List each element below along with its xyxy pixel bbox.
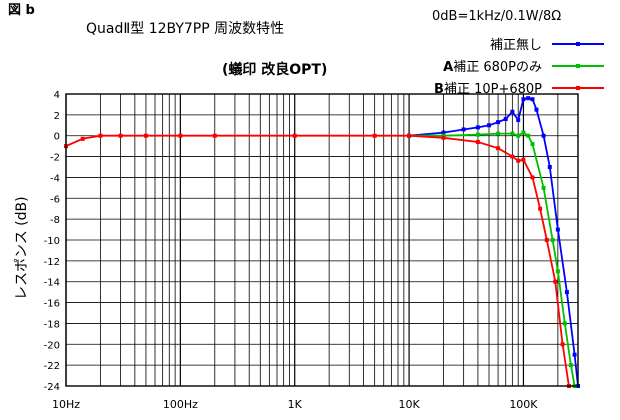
data-point — [530, 142, 535, 147]
data-point — [550, 238, 555, 242]
data-point — [534, 107, 539, 112]
data-point — [526, 96, 531, 101]
data-point — [553, 279, 558, 284]
axes: 4 2 0 -2 -4 -6 -8 -10 -12 -14 -16 -18 -20 -22 -24 10Hz 1… — [44, 90, 579, 411]
y-tick-label: -12 — [44, 257, 60, 268]
legend-label: A補正 680Pのみ — [443, 60, 542, 75]
data-point — [564, 290, 569, 295]
data-point — [407, 133, 412, 138]
data-point — [521, 97, 526, 102]
legend: 補正無し A補正 680Pのみ B補正 10P+680P — [434, 38, 604, 97]
data-point — [475, 125, 480, 130]
x-tick-label: 10Hz — [52, 398, 80, 411]
data-point — [510, 109, 515, 114]
data-point — [475, 139, 480, 144]
data-point — [496, 146, 501, 151]
x-tick-label: 100K — [509, 398, 538, 411]
legend-prefix: B — [434, 82, 444, 97]
x-tick-label: 100Hz — [163, 398, 198, 411]
legend-text: 補正無し — [490, 38, 542, 53]
y-tick-label: -14 — [44, 278, 60, 289]
legend-label: 補正無し — [490, 38, 542, 53]
chart-subtitle: (蟻印 改良OPT) — [222, 61, 327, 78]
data-point — [562, 321, 567, 326]
data-point — [372, 133, 377, 138]
data-point — [98, 133, 103, 138]
data-point — [541, 133, 546, 138]
data-point — [441, 130, 446, 135]
data-point — [461, 127, 466, 132]
y-tick-label: -24 — [44, 382, 60, 393]
data-point — [510, 154, 515, 159]
data-point — [496, 120, 501, 125]
data-point — [541, 185, 546, 190]
legend-prefix: A — [443, 60, 453, 75]
reference-note: 0dB=1kHz/0.1W/8Ω — [432, 9, 561, 24]
legend-marker — [576, 64, 580, 68]
y-tick-label: -8 — [50, 215, 60, 226]
data-point — [516, 133, 521, 138]
x-tick-label: 1K — [288, 398, 303, 411]
data-point — [510, 131, 515, 136]
y-tick-label: -18 — [44, 319, 60, 330]
y-tick-label: -6 — [50, 194, 60, 205]
data-point — [80, 136, 85, 141]
data-point — [516, 158, 521, 163]
data-point — [544, 238, 549, 242]
chart-title: QuadⅡ型 12BY7PP 周波数特性 — [86, 21, 284, 37]
y-tick-label: 4 — [54, 90, 60, 101]
data-point — [521, 130, 526, 135]
data-point — [521, 157, 526, 162]
series-line — [65, 134, 570, 387]
data-point — [441, 135, 446, 140]
y-tick-label: 2 — [54, 111, 60, 122]
grid — [65, 93, 579, 387]
x-tick-label: 10K — [398, 398, 420, 411]
data-point — [530, 97, 535, 102]
y-tick-label: -16 — [44, 299, 60, 310]
y-tick-label: -4 — [50, 173, 60, 184]
data-point — [526, 133, 531, 138]
data-point — [475, 132, 480, 137]
data-point — [555, 227, 560, 232]
data-point — [118, 133, 123, 138]
y-tick-label: 0 — [54, 132, 60, 143]
data-point — [441, 133, 446, 138]
data-point — [572, 352, 577, 357]
legend-text: 補正 680Pのみ — [453, 60, 542, 75]
y-tick-label: -10 — [44, 236, 60, 247]
data-point — [547, 165, 552, 169]
data-point — [487, 123, 492, 128]
figure-label: 図 b — [8, 3, 35, 18]
data-point — [516, 118, 521, 123]
legend-label: B補正 10P+680P — [434, 82, 542, 97]
legend-marker — [576, 86, 580, 90]
data-point — [530, 175, 535, 180]
data-point — [555, 269, 560, 274]
data-point — [496, 131, 501, 136]
y-axis-label: レスポンス (dB) — [14, 196, 30, 300]
data-point — [560, 342, 565, 347]
data-point — [143, 133, 148, 138]
legend-text: 補正 10P+680P — [444, 82, 542, 97]
legend-marker — [576, 42, 580, 46]
y-tick-label: -2 — [50, 153, 60, 164]
plot-frame — [65, 93, 579, 387]
data-point — [292, 133, 297, 138]
data-point — [503, 117, 508, 122]
y-tick-label: -22 — [44, 361, 60, 372]
data-point — [178, 133, 183, 138]
y-tick-label: -20 — [44, 340, 60, 351]
data-point — [568, 363, 573, 368]
data-point — [212, 133, 217, 138]
data-point — [538, 206, 543, 211]
